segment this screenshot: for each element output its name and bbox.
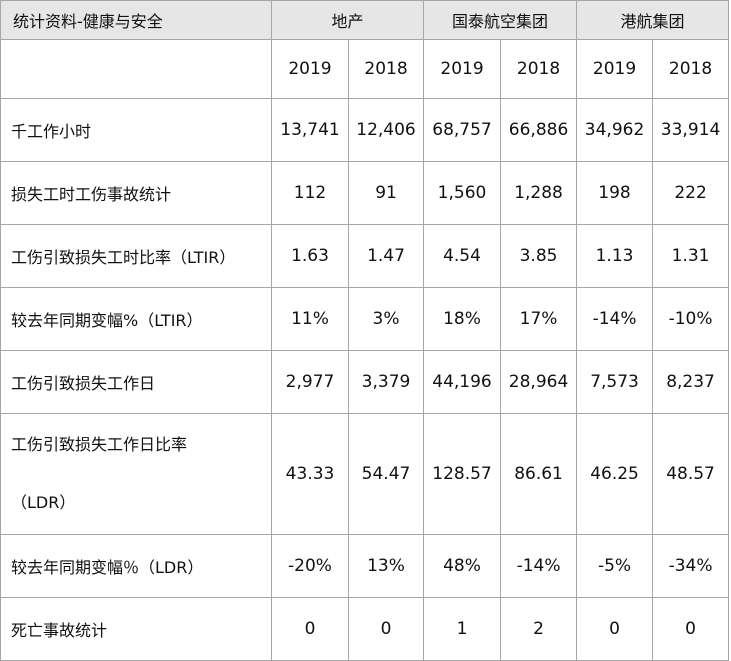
value-cell: 3.85 — [500, 224, 578, 288]
row-label: 工伤引致损失工作日比率 （LDR） — [0, 413, 272, 535]
table-row: 较去年同期变幅%（LTIR） 11% 3% 18% 17% -14% -10% — [0, 287, 730, 351]
value-cell: 4.54 — [423, 224, 502, 288]
value-cell: -5% — [576, 534, 654, 598]
value-cell: 86.61 — [500, 413, 578, 535]
value-cell: 34,962 — [576, 98, 654, 162]
row-label: 千工作小时 — [0, 98, 272, 162]
group-header-cathay: 国泰航空集团 — [423, 0, 578, 40]
year-cell: 2018 — [347, 39, 425, 99]
year-cell: 2019 — [423, 39, 502, 99]
value-cell: 112 — [271, 161, 349, 225]
row-label: 损失工时工伤事故统计 — [0, 161, 272, 225]
value-cell: -14% — [576, 287, 654, 351]
table-row: 较去年同期变幅％（LDR） -20% 13% 48% -14% -5% -34% — [0, 534, 730, 598]
value-cell: 2 — [500, 597, 578, 661]
value-cell: 222 — [652, 161, 730, 225]
row-label: 工伤引致损失工作日 — [0, 350, 272, 414]
value-cell: 3,379 — [347, 350, 425, 414]
value-cell: 13% — [347, 534, 425, 598]
value-cell: 66,886 — [500, 98, 578, 162]
row-label: 较去年同期变幅%（LTIR） — [0, 287, 272, 351]
value-cell: 18% — [423, 287, 502, 351]
value-cell: 11% — [271, 287, 349, 351]
table-row: 死亡事故统计 0 0 1 2 0 0 — [0, 597, 730, 661]
value-cell: 1,560 — [423, 161, 502, 225]
value-cell: 48.57 — [652, 413, 730, 535]
value-cell: 1.47 — [347, 224, 425, 288]
value-cell: 44,196 — [423, 350, 502, 414]
value-cell: 0 — [652, 597, 730, 661]
row-label-line: 工伤引致损失工作日比率 — [11, 435, 188, 454]
value-cell: 1.63 — [271, 224, 349, 288]
value-cell: 1,288 — [500, 161, 578, 225]
row-label: 较去年同期变幅％（LDR） — [0, 534, 272, 598]
value-cell: -20% — [271, 534, 349, 598]
table-row: 工伤引致损失工作日比率 （LDR） 43.33 54.47 128.57 86.… — [0, 413, 730, 535]
year-row: 2019 2018 2019 2018 2019 2018 — [0, 39, 730, 99]
row-label: 工伤引致损失工时比率（LTIR） — [0, 224, 272, 288]
value-cell: 46.25 — [576, 413, 654, 535]
table-title: 统计资料-健康与安全 — [0, 0, 272, 40]
table-row: 工伤引致损失工作日 2,977 3,379 44,196 28,964 7,57… — [0, 350, 730, 414]
value-cell: 8,237 — [652, 350, 730, 414]
value-cell: 0 — [271, 597, 349, 661]
group-header-property: 地产 — [270, 0, 425, 40]
year-cell: 2019 — [576, 39, 654, 99]
value-cell: 198 — [576, 161, 654, 225]
group-header-hongkong-airlines: 港航集团 — [576, 0, 730, 40]
row-label-line: （LDR） — [11, 493, 76, 512]
value-cell: 17% — [500, 287, 578, 351]
value-cell: 128.57 — [423, 413, 502, 535]
value-cell: 1.31 — [652, 224, 730, 288]
value-cell: 12,406 — [347, 98, 425, 162]
value-cell: 91 — [347, 161, 425, 225]
table-row: 工伤引致损失工时比率（LTIR） 1.63 1.47 4.54 3.85 1.1… — [0, 224, 730, 288]
year-cell: 2018 — [500, 39, 578, 99]
year-cell: 2018 — [652, 39, 730, 99]
value-cell: 54.47 — [347, 413, 425, 535]
value-cell: 7,573 — [576, 350, 654, 414]
value-cell: 48% — [423, 534, 502, 598]
value-cell: -10% — [652, 287, 730, 351]
year-cell: 2019 — [271, 39, 349, 99]
value-cell: 68,757 — [423, 98, 502, 162]
year-row-empty-cell — [0, 39, 272, 99]
value-cell: -34% — [652, 534, 730, 598]
value-cell: 0 — [347, 597, 425, 661]
value-cell: 13,741 — [271, 98, 349, 162]
row-label: 死亡事故统计 — [0, 597, 272, 661]
value-cell: -14% — [500, 534, 578, 598]
value-cell: 1.13 — [576, 224, 654, 288]
value-cell: 2,977 — [271, 350, 349, 414]
value-cell: 1 — [423, 597, 502, 661]
header-row: 统计资料-健康与安全 地产 国泰航空集团 港航集团 — [0, 0, 730, 40]
value-cell: 28,964 — [500, 350, 578, 414]
table-row: 损失工时工伤事故统计 112 91 1,560 1,288 198 222 — [0, 161, 730, 225]
value-cell: 0 — [576, 597, 654, 661]
value-cell: 33,914 — [652, 98, 730, 162]
value-cell: 43.33 — [271, 413, 349, 535]
table-row: 千工作小时 13,741 12,406 68,757 66,886 34,962… — [0, 98, 730, 162]
value-cell: 3% — [347, 287, 425, 351]
